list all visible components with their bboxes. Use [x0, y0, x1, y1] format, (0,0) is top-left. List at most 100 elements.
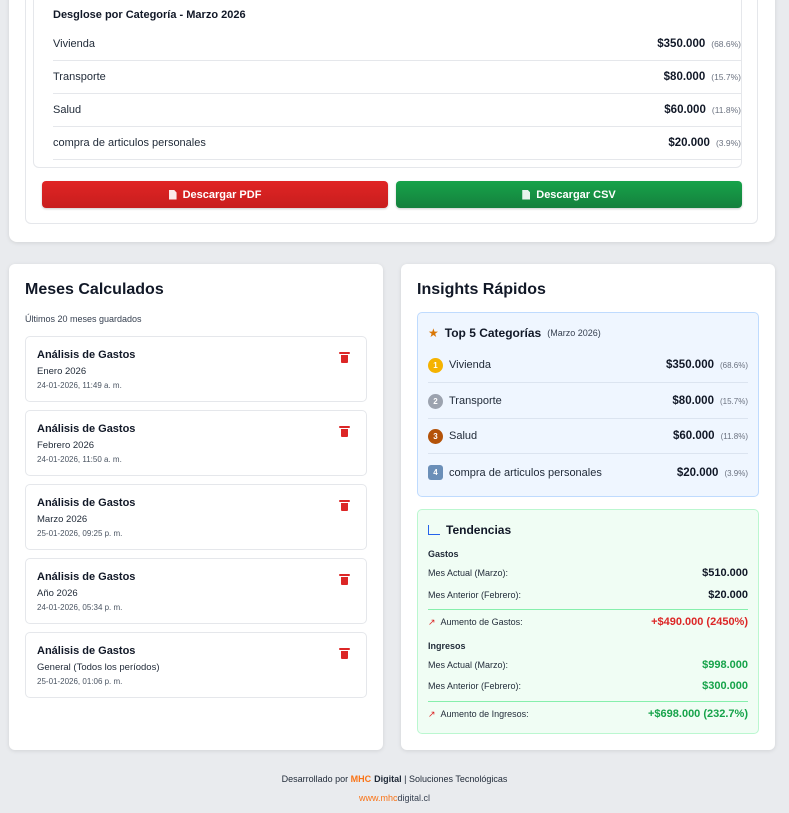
month-item-date: 24-01-2026, 11:50 a. m. [37, 455, 122, 464]
month-item-period: Marzo 2026 [37, 514, 88, 525]
month-item-period: Febrero 2026 [37, 440, 95, 451]
top5-panel: ★ Top 5 Categorías (Marzo 2026) 1 Viviend… [417, 312, 759, 497]
insights-title: Insights Rápidos [417, 281, 546, 298]
category-percent: (15.7%) [711, 72, 741, 82]
category-percent: (68.6%) [711, 39, 741, 49]
download-pdf-button[interactable]: Descargar PDF [42, 181, 388, 208]
ingresos-current-value: $998.000 [702, 659, 748, 671]
ingresos-current-label: Mes Actual (Marzo): [428, 660, 509, 670]
months-subtitle: Últimos 20 meses guardados [25, 314, 142, 324]
gastos-prev-row: Mes Anterior (Febrero): $20.000 [428, 585, 748, 605]
month-item[interactable]: Análisis de Gastos Marzo 2026 25-01-2026… [25, 484, 367, 550]
category-name: Vivienda [53, 38, 95, 50]
category-amount: $80.000 [663, 71, 706, 83]
month-item-date: 24-01-2026, 05:34 p. m. [37, 603, 123, 612]
month-item-date: 25-01-2026, 01:06 p. m. [37, 677, 123, 686]
top5-row: 1 Vivienda $350.000 (68.6%) [428, 348, 748, 383]
ingresos-prev-row: Mes Anterior (Febrero): $300.000 [428, 676, 748, 696]
trend-up-icon: ↗ [428, 708, 436, 719]
trophy-icon: ★ [428, 326, 439, 340]
months-card: Meses Calculados Últimos 20 meses guarda… [9, 264, 383, 750]
ingresos-current-row: Mes Actual (Marzo): $998.000 [428, 655, 748, 675]
download-pdf-label: Descargar PDF [182, 188, 262, 201]
month-item[interactable]: Análisis de Gastos Enero 2026 24-01-2026… [25, 336, 367, 402]
gastos-increase-row: ↗ Aumento de Gastos: +$490.000 (2450%) [428, 612, 748, 632]
month-item[interactable]: Análisis de Gastos General (Todos los pe… [25, 632, 367, 698]
trash-icon[interactable] [339, 574, 350, 585]
category-amount: $350.000 [657, 38, 706, 50]
top5-title: Top 5 Categorías [444, 326, 542, 340]
divider [428, 701, 748, 702]
top5-amount: $20.000 [676, 466, 719, 479]
top5-amount: $80.000 [672, 395, 714, 407]
month-item[interactable]: Análisis de Gastos Febrero 2026 24-01-20… [25, 410, 367, 476]
gastos-prev-value: $20.000 [708, 589, 748, 601]
breakdown-table [33, 0, 742, 168]
top5-period: (Marzo 2026) [547, 328, 601, 338]
gastos-current-label: Mes Actual (Marzo): [428, 568, 509, 578]
top5-name: Vivienda [449, 359, 491, 371]
footer-prefix: Desarrollado por [281, 774, 349, 784]
number-four-icon: 4 [428, 465, 443, 480]
trends-panel: Tendencias Gastos Mes Actual (Marzo): $5… [417, 509, 759, 734]
month-item-title: Análisis de Gastos [37, 497, 136, 509]
insights-card: Insights Rápidos ★ Top 5 Categorías (Mar… [401, 264, 775, 750]
gastos-increase-value: +$490.000 (2450%) [651, 616, 748, 628]
month-item[interactable]: Análisis de Gastos Año 2026 24-01-2026, … [25, 558, 367, 624]
download-csv-button[interactable]: Descargar CSV [396, 181, 742, 208]
footer-credit: Desarrollado por MHC Digital | Soluciones… [0, 774, 789, 784]
top5-name: compra de articulos personales [449, 466, 602, 479]
month-item-period: Enero 2026 [37, 366, 87, 377]
footer-brand-digital: Digital [374, 774, 402, 784]
breakdown-row: Transporte $80.000 (15.7%) [53, 61, 741, 94]
ingresos-prev-value: $300.000 [702, 680, 748, 692]
bronze-medal-icon: 3 [428, 428, 443, 444]
trash-icon[interactable] [339, 426, 350, 437]
month-item-title: Análisis de Gastos [37, 423, 136, 435]
trash-icon[interactable] [339, 352, 350, 363]
month-item-title: Análisis de Gastos [37, 349, 136, 361]
top5-name: Transporte [449, 395, 502, 407]
top5-percent: (68.6%) [719, 361, 748, 370]
gastos-current-value: $510.000 [702, 567, 748, 579]
ingresos-label: Ingresos [428, 641, 466, 651]
footer-url-rest: digital.cl [397, 793, 431, 803]
trend-up-icon: ↗ [428, 616, 436, 627]
top5-row: 3 Salud $60.000 (11.8%) [428, 419, 748, 454]
footer-brand-mhc: MHC [350, 774, 372, 784]
top5-percent: (11.8%) [720, 432, 748, 441]
footer-suffix: | Soluciones Tecnológicas [404, 774, 508, 784]
gastos-prev-label: Mes Anterior (Febrero): [428, 590, 522, 600]
top5-amount: $350.000 [666, 359, 714, 371]
month-item-period: Año 2026 [37, 588, 78, 599]
breakdown-row: compra de articulos personales $20.000 (3… [53, 127, 741, 160]
trash-icon[interactable] [339, 648, 350, 659]
category-percent: (3.9%) [715, 138, 741, 148]
line-chart-icon [428, 525, 440, 535]
category-name: Transporte [53, 71, 106, 83]
divider [428, 609, 748, 610]
ingresos-increase-row: ↗ Aumento de Ingresos: +$698.000 (232.7%) [428, 704, 748, 724]
breakdown-row: Vivienda $350.000 (68.6%) [53, 28, 741, 61]
gastos-current-row: Mes Actual (Marzo): $510.000 [428, 563, 748, 583]
trash-icon[interactable] [339, 500, 350, 511]
silver-medal-icon: 2 [428, 393, 443, 409]
file-csv-icon [522, 189, 531, 200]
gold-medal-icon: 1 [428, 357, 443, 373]
footer-url-www: www. [358, 793, 381, 803]
footer-link[interactable]: www.mhcdigital.cl [0, 793, 789, 803]
trends-title: Tendencias [446, 523, 512, 537]
top5-percent: (3.9%) [724, 468, 748, 478]
ingresos-increase-value: +$698.000 (232.7%) [648, 708, 748, 720]
top5-row: 2 Transporte $80.000 (15.7%) [428, 384, 748, 419]
ingresos-prev-label: Mes Anterior (Febrero): [428, 681, 522, 691]
gastos-label: Gastos [428, 549, 459, 559]
top5-name: Salud [449, 430, 478, 442]
month-item-date: 25-01-2026, 09:25 p. m. [37, 529, 123, 538]
category-percent: (11.8%) [711, 105, 741, 115]
footer-url-mhc: mhc [380, 793, 398, 803]
category-amount: $60.000 [664, 104, 706, 116]
month-item-date: 24-01-2026, 11:49 a. m. [37, 381, 122, 390]
download-csv-label: Descargar CSV [536, 188, 616, 201]
breakdown-outer-border [25, 0, 758, 224]
